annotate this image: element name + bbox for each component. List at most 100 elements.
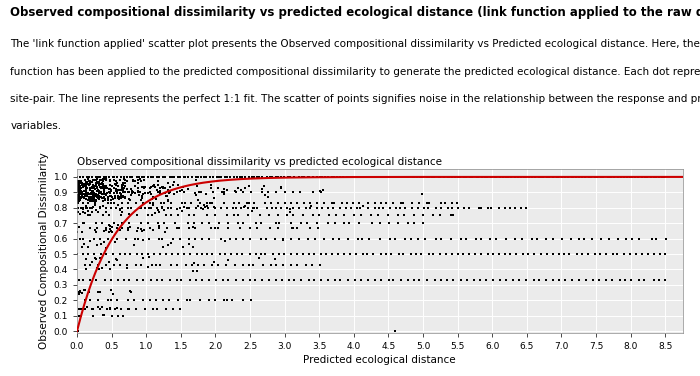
Point (76, 182, 88, 188)
Point (327, 251, 338, 257)
Point (111, 297, 122, 303)
Point (328, 205, 339, 211)
Point (107, 196, 118, 202)
Point (90, 174, 101, 180)
Point (85, 191, 96, 197)
Point (244, 236, 256, 242)
Point (190, 225, 201, 231)
Point (199, 204, 211, 210)
Point (84, 194, 95, 200)
Point (152, 187, 163, 193)
Point (104, 305, 116, 311)
Point (428, 174, 440, 180)
Point (108, 185, 120, 191)
Point (82, 303, 93, 309)
Point (395, 277, 407, 283)
Point (188, 212, 199, 218)
Point (76, 181, 88, 187)
Point (380, 251, 391, 257)
Point (270, 220, 281, 226)
Point (85, 205, 96, 211)
Point (497, 174, 508, 180)
Point (116, 306, 127, 312)
Point (118, 313, 129, 319)
Point (147, 194, 158, 200)
Point (542, 174, 553, 180)
Point (72, 186, 83, 193)
Point (338, 212, 349, 218)
Point (94, 204, 106, 210)
Point (90, 193, 101, 199)
Point (121, 236, 132, 242)
Point (565, 236, 576, 242)
Point (209, 195, 220, 201)
Point (89, 186, 100, 192)
Point (92, 304, 104, 310)
Point (95, 189, 106, 195)
Point (78, 174, 89, 180)
Point (179, 200, 190, 206)
Point (435, 277, 447, 283)
Point (82, 193, 93, 199)
Point (158, 207, 169, 213)
Point (94, 177, 105, 183)
Point (377, 205, 388, 211)
Point (77, 185, 88, 191)
Point (132, 180, 143, 186)
Point (99, 191, 111, 197)
Point (246, 174, 258, 180)
Point (417, 191, 428, 197)
Point (344, 251, 356, 257)
Point (164, 185, 175, 191)
Point (323, 212, 334, 218)
Point (73, 182, 84, 188)
Point (355, 205, 366, 211)
Point (240, 185, 251, 191)
Point (139, 227, 150, 233)
Point (132, 177, 144, 183)
Point (139, 177, 150, 183)
Point (113, 193, 124, 199)
Point (626, 174, 638, 180)
Point (573, 236, 584, 242)
Point (94, 194, 105, 200)
Point (209, 225, 220, 231)
Point (88, 193, 99, 199)
Point (97, 181, 108, 187)
Point (209, 297, 220, 303)
Point (160, 306, 172, 312)
Point (452, 174, 463, 180)
Point (116, 182, 127, 188)
Point (88, 182, 99, 188)
Point (392, 220, 403, 226)
Point (215, 174, 226, 180)
Point (275, 185, 286, 191)
Point (270, 277, 281, 283)
Point (553, 251, 564, 257)
Point (89, 227, 100, 233)
Point (399, 212, 410, 218)
Point (461, 174, 472, 180)
Point (300, 205, 312, 211)
Point (547, 251, 559, 257)
Point (536, 174, 547, 180)
Point (82, 190, 93, 196)
Point (146, 196, 158, 202)
Point (89, 191, 100, 197)
Point (242, 205, 253, 211)
Point (191, 192, 202, 198)
Point (118, 182, 129, 188)
Point (132, 185, 144, 191)
Point (384, 220, 395, 226)
Point (122, 186, 133, 192)
Point (381, 200, 392, 206)
Point (160, 212, 172, 218)
Point (589, 174, 601, 180)
Point (183, 186, 194, 192)
Point (314, 188, 326, 194)
Point (119, 182, 130, 188)
Point (634, 236, 645, 242)
Point (104, 190, 116, 196)
Point (122, 174, 133, 180)
Point (650, 174, 662, 180)
